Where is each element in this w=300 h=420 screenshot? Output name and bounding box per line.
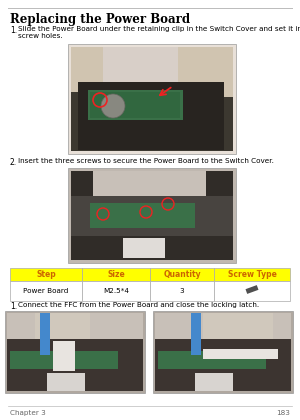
Bar [10,351,118,369]
Bar [40,313,50,355]
Bar [82,281,150,301]
Bar [35,313,90,345]
Bar [90,92,180,118]
Text: Insert the three screws to secure the Power Board to the Switch Cover.: Insert the three screws to secure the Po… [18,158,274,164]
Text: 3: 3 [180,288,184,294]
Text: Step: Step [36,270,56,279]
Bar [82,268,150,281]
Text: 1.: 1. [10,302,17,311]
Bar [155,313,291,341]
Bar [78,82,224,150]
Bar [7,313,143,341]
Circle shape [101,94,125,118]
Text: Size: Size [107,270,125,279]
Bar [150,281,214,301]
Text: Power Board: Power Board [23,288,69,294]
Bar [7,313,143,391]
Bar [203,349,278,359]
Bar [195,373,233,391]
Bar [191,313,201,355]
Bar [71,171,233,260]
Bar [88,90,183,120]
Bar [68,168,236,263]
Text: M2.5*4: M2.5*4 [103,288,129,294]
Bar [214,281,290,301]
Bar [93,171,206,221]
Bar [155,313,291,391]
Text: Connect the FFC from the Power Board and close the locking latch.: Connect the FFC from the Power Board and… [18,302,259,308]
Bar [153,311,293,393]
Bar [10,268,82,281]
Bar [71,196,233,236]
Text: Replacing the Power Board: Replacing the Power Board [10,13,190,26]
Text: Slide the Power Board under the retaining clip in the Switch Cover and set it in: Slide the Power Board under the retainin… [18,26,300,39]
Bar [71,47,233,85]
Text: 2.: 2. [10,158,17,167]
Text: Screw Type: Screw Type [228,270,276,279]
Bar [158,351,266,369]
Text: Quantity: Quantity [163,270,201,279]
Bar [71,47,103,92]
Bar [7,339,143,389]
Bar [10,281,82,301]
Bar [150,268,214,281]
Bar [47,373,85,391]
Bar [178,47,233,97]
Bar [214,268,290,281]
Bar [123,238,165,258]
Text: 183: 183 [276,410,290,416]
Bar [203,313,273,345]
Bar [68,44,236,154]
Bar [245,285,259,294]
Bar [53,341,75,371]
Text: Chapter 3: Chapter 3 [10,410,46,416]
Bar [90,203,195,228]
Bar [71,47,233,151]
Bar [155,339,291,389]
Text: 1.: 1. [10,26,17,35]
Bar [5,311,145,393]
